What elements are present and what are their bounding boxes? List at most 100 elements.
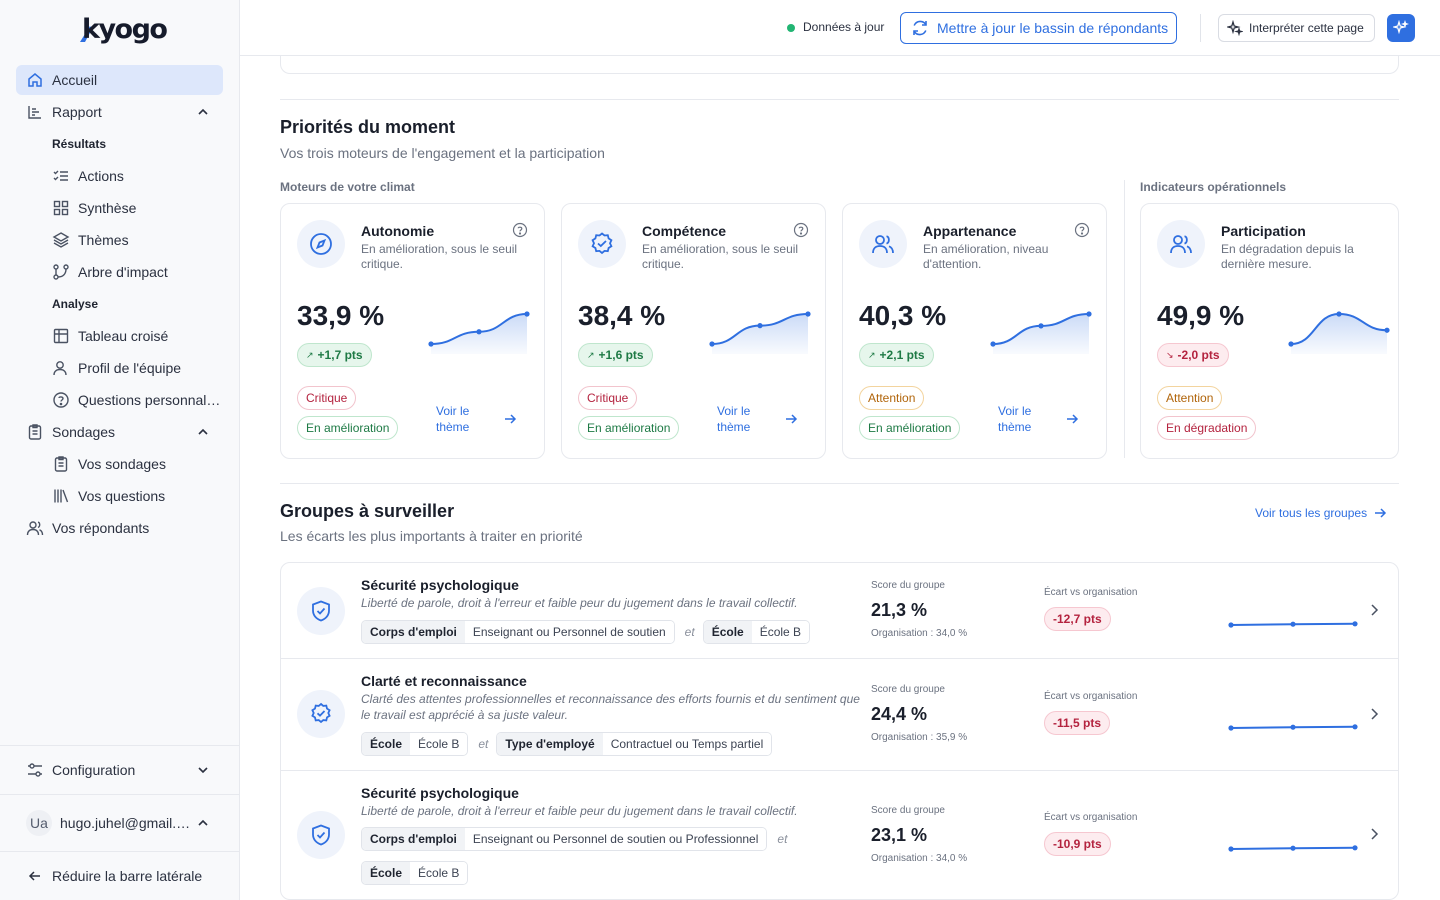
trend-badge-degrading: En dégradation <box>1157 416 1257 440</box>
sparkline-point <box>1352 621 1358 627</box>
sidebar-item-profil-equipe[interactable]: Profil de l'équipe <box>16 353 223 383</box>
driver-card-competence[interactable]: Compétence En amélioration, sous le seui… <box>561 203 826 459</box>
sidebar-item-tableau-croise[interactable]: Tableau croisé <box>16 321 223 351</box>
sidebar-item-sondages[interactable]: Sondages <box>16 417 223 447</box>
main-content: Priorités du moment Vos trois moteurs de… <box>240 56 1440 900</box>
delta-value: +2,1 pts <box>879 348 925 362</box>
sidebar-item-themes[interactable]: Thèmes <box>16 225 223 255</box>
see-theme-link[interactable]: Voir le thème <box>717 404 751 434</box>
group-icon-circle <box>297 811 345 859</box>
sidebar-item-accueil[interactable]: Accueil <box>16 65 223 95</box>
trend-badge-improving: En amélioration <box>578 416 680 440</box>
group-score: 21,3 % <box>871 600 928 620</box>
chevron-right-icon[interactable] <box>1366 602 1382 618</box>
chevron-up-icon[interactable] <box>195 424 211 440</box>
see-theme-link[interactable]: Voir le thème <box>998 404 1032 434</box>
filter-tag: École École B <box>361 861 469 885</box>
arrow-right-icon[interactable] <box>1065 412 1079 426</box>
sidebar-item-label: Arbre d'impact <box>78 264 168 280</box>
sparkline-point <box>1352 845 1358 851</box>
chevron-up-icon[interactable] <box>195 104 211 120</box>
report-icon <box>26 103 44 121</box>
driver-card-autonomie[interactable]: Autonomie En amélioration, sous le seuil… <box>280 203 545 459</box>
ai-assistant-button[interactable] <box>1387 14 1415 42</box>
chevron-down-icon[interactable] <box>195 762 211 778</box>
group-row[interactable]: Sécurité psychologique Liberté de parole… <box>281 771 1398 899</box>
sidebar-item-arbre-impact[interactable]: Arbre d'impact <box>16 257 223 287</box>
sidebar: kyogo Accueil Rapport Résultats Actions … <box>0 0 240 900</box>
help-icon[interactable] <box>1074 222 1090 238</box>
sparkline-point <box>428 341 434 347</box>
user-menu[interactable]: Ua hugo.juhel@gmail.com <box>16 808 223 838</box>
sidebar-item-questions-personnalisees[interactable]: Questions personnalisées <box>16 385 223 415</box>
ops-card-participation[interactable]: Participation En dégradation depuis la d… <box>1140 203 1399 459</box>
arrow-right-icon[interactable] <box>503 412 517 426</box>
trend-down-icon: ↘ <box>1166 349 1174 360</box>
delta-value: -2,0 pts <box>1177 348 1220 362</box>
sparkline-point <box>709 341 715 347</box>
filter-key: École <box>362 862 411 884</box>
card-icon-circle <box>1157 220 1205 268</box>
actions-icon <box>52 167 70 185</box>
filter-value: Contractuel ou Temps partiel <box>602 733 772 755</box>
group-title: Sécurité psychologique <box>361 577 519 593</box>
group-icon-circle <box>297 690 345 738</box>
filter-key: École <box>362 733 411 755</box>
filter-tag: Corps d'emploi Enseignant ou Personnel de… <box>361 827 768 851</box>
sidebar-item-synthese[interactable]: Synthèse <box>16 193 223 223</box>
help-icon[interactable] <box>512 222 528 238</box>
sparkline-point <box>524 311 530 317</box>
sidebar-item-label: Thèmes <box>78 232 129 248</box>
driver-card-appartenance[interactable]: Appartenance En amélioration, niveau d'a… <box>842 203 1107 459</box>
data-status: Données à jour <box>803 20 885 34</box>
interpret-label: Interpréter cette page <box>1249 21 1364 35</box>
see-theme-link[interactable]: Voir le thème <box>436 404 470 434</box>
filter-value: Enseignant ou Personnel de soutien <box>464 621 674 643</box>
card-delta-badge: ↗ +1,6 pts <box>578 343 653 367</box>
org-score: Organisation : 35,9 % <box>871 732 968 743</box>
impact-tree-icon <box>52 263 70 281</box>
arrow-left-icon <box>26 867 44 885</box>
sidebar-item-vos-questions[interactable]: Vos questions <box>16 481 223 511</box>
chevron-up-icon[interactable] <box>195 815 211 831</box>
group-row[interactable]: Clarté et reconnaissance Clarté des atte… <box>281 659 1398 771</box>
chevron-right-icon[interactable] <box>1366 826 1382 842</box>
filter-key: École <box>703 621 752 643</box>
filter-tag: École École B <box>702 620 811 644</box>
sidebar-item-configuration[interactable]: Configuration <box>16 755 223 785</box>
gap-badge: -10,9 pts <box>1044 832 1111 856</box>
group-divider <box>1124 180 1125 458</box>
refresh-respondents-button[interactable]: Mettre à jour le bassin de répondants <box>900 12 1177 44</box>
sidebar-divider <box>0 745 240 746</box>
group-filter-tags: École École B et Type d'employé Contractue… <box>361 732 861 756</box>
avatar: Ua <box>26 810 52 836</box>
group-title: Sécurité psychologique <box>361 785 519 801</box>
and-connector: et <box>478 737 489 751</box>
chevron-right-icon[interactable] <box>1366 706 1382 722</box>
group-score: 23,1 % <box>871 825 928 845</box>
interpret-page-button[interactable]: Interpréter cette page <box>1218 14 1375 42</box>
sidebar-item-actions[interactable]: Actions <box>16 161 223 191</box>
kyogo-logo[interactable]: kyogo <box>78 14 168 50</box>
org-score: Organisation : 34,0 % <box>871 853 968 864</box>
card-icon-circle <box>297 220 345 268</box>
sidebar-item-label: Rapport <box>52 104 102 120</box>
priorities-subtitle: Vos trois moteurs de l'engagement et la … <box>280 145 605 161</box>
group-row[interactable]: Sécurité psychologique Liberté de parole… <box>281 563 1398 659</box>
org-score: Organisation : 34,0 % <box>871 628 968 639</box>
sparkline-area <box>712 314 808 354</box>
badge-check-icon <box>591 232 613 255</box>
collapse-sidebar-button[interactable]: Réduire la barre latérale <box>16 861 223 891</box>
badge-check-icon <box>311 702 331 724</box>
sparkline-point <box>1384 327 1390 333</box>
help-icon[interactable] <box>793 222 809 238</box>
filter-tag: Corps d'emploi Enseignant ou Personnel de… <box>361 620 675 644</box>
sidebar-item-vos-sondages[interactable]: Vos sondages <box>16 449 223 479</box>
sidebar-item-label: Configuration <box>52 762 136 778</box>
sparkline-point <box>1336 311 1342 317</box>
drivers-group-label: Moteurs de votre climat <box>280 180 415 194</box>
see-all-groups-link[interactable]: Voir tous les groupes <box>1255 506 1387 520</box>
arrow-right-icon[interactable] <box>784 412 798 426</box>
sidebar-item-rapport[interactable]: Rapport <box>16 97 223 127</box>
sidebar-item-vos-repondants[interactable]: Vos répondants <box>16 513 223 543</box>
